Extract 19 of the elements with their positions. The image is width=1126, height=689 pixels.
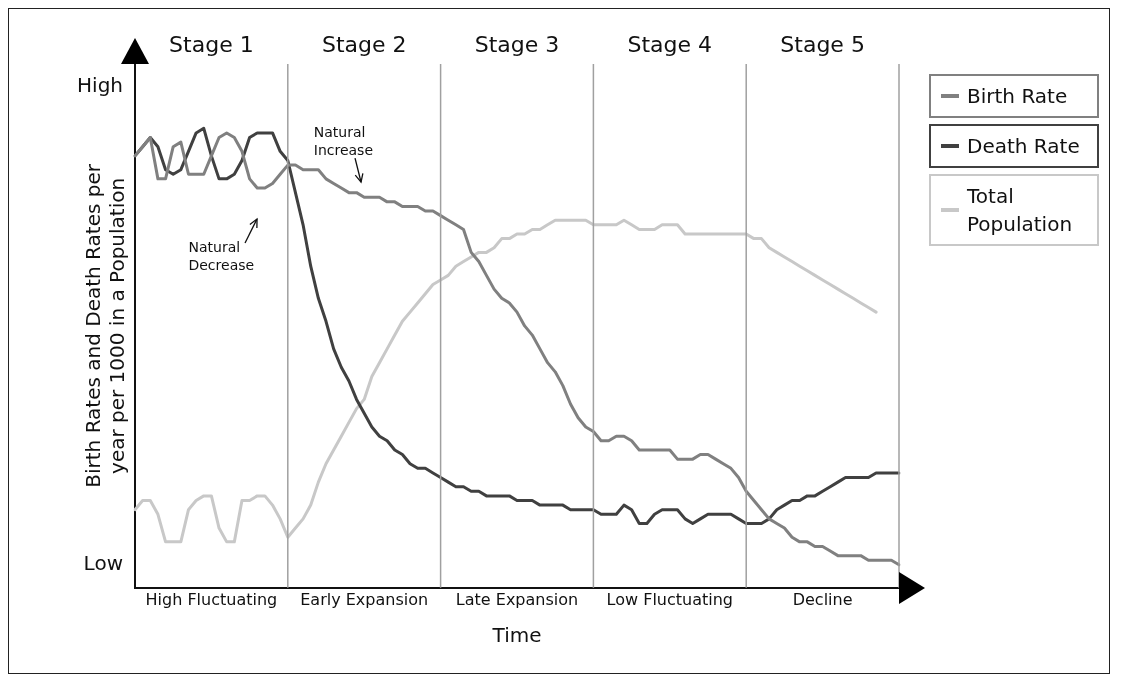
- text: Low: [83, 551, 123, 576]
- annotation: Natural Decrease: [188, 238, 255, 273]
- legend-label: Total Population: [967, 183, 1074, 238]
- x-tick-label: Decline: [792, 589, 853, 609]
- text: High: [77, 73, 123, 98]
- x-tick-label: Early Expansion: [300, 589, 429, 609]
- text: Stage 3: [474, 31, 560, 57]
- y-axis-title: Birth Rates and Death Rates per year per 1000 in a Population: [81, 163, 130, 488]
- annotation: Natural Increase: [313, 123, 374, 158]
- text: Stage 2: [321, 31, 407, 57]
- x-tick-label: Late Expansion: [455, 589, 579, 609]
- x-tick-label: High Fluctuating: [145, 589, 278, 609]
- text: Stage 4: [627, 31, 713, 57]
- x-axis-title: Time: [491, 623, 542, 648]
- x-tick-label: Low Fluctuating: [606, 589, 734, 609]
- text: Stage 1: [169, 31, 254, 57]
- legend-label: Birth Rate: [967, 83, 1068, 110]
- text: Stage 5: [780, 31, 865, 57]
- legend-label: Death Rate: [967, 133, 1080, 160]
